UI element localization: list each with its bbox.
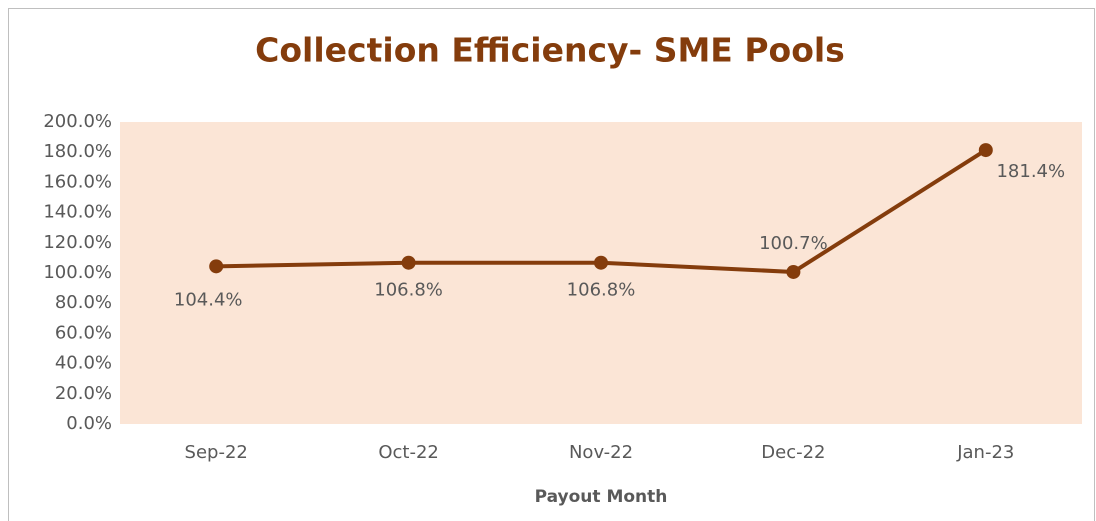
- data-label: 106.8%: [567, 280, 636, 301]
- data-label: 100.7%: [759, 233, 828, 254]
- y-tick-label: 60.0%: [55, 322, 112, 343]
- marker: [978, 143, 993, 158]
- y-tick-label: 40.0%: [55, 353, 112, 374]
- data-label: 106.8%: [374, 280, 443, 301]
- y-tick-label: 200.0%: [43, 111, 112, 132]
- y-tick-label: 80.0%: [55, 292, 112, 313]
- marker: [786, 264, 801, 279]
- x-tick-label: Nov-22: [569, 442, 633, 463]
- x-tick-label: Jan-23: [956, 442, 1014, 463]
- data-label: 104.4%: [174, 289, 243, 310]
- y-tick-label: 0.0%: [66, 413, 112, 434]
- x-tick-label: Sep-22: [185, 442, 248, 463]
- marker: [209, 259, 224, 274]
- y-tick-label: 160.0%: [43, 171, 112, 192]
- x-tick-label: Dec-22: [761, 442, 825, 463]
- x-axis-label: Payout Month: [535, 487, 668, 507]
- plot-area: [120, 122, 1082, 424]
- marker: [594, 255, 608, 270]
- y-tick-label: 100.0%: [43, 262, 112, 283]
- chart-title: Collection Efficiency- SME Pools: [255, 31, 845, 70]
- y-tick-label: 120.0%: [43, 232, 112, 253]
- y-tick-label: 20.0%: [55, 383, 112, 404]
- y-tick-label: 140.0%: [43, 202, 112, 223]
- marker: [401, 255, 416, 270]
- data-label: 181.4%: [996, 161, 1065, 182]
- y-tick-label: 180.0%: [43, 141, 112, 162]
- x-tick-label: Oct-22: [378, 442, 439, 463]
